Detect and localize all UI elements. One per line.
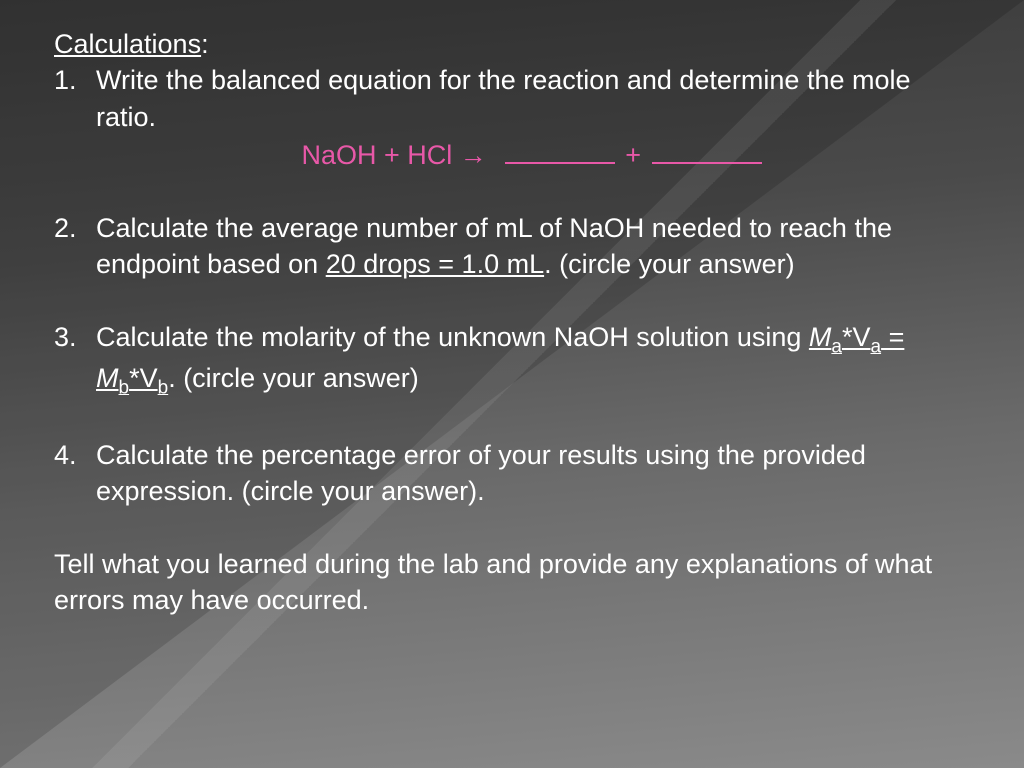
list-item-1: 1. Write the balanced equation for the r…	[54, 62, 970, 135]
formula-sub-a2: a	[871, 336, 882, 357]
formula-sub-b2: b	[158, 377, 169, 398]
list-item-2: 2. Calculate the average number of mL of…	[54, 210, 970, 283]
arrow-icon: →	[460, 140, 487, 170]
footer-text: Tell what you learned during the lab and…	[54, 546, 970, 619]
equation-plus: +	[618, 140, 649, 170]
heading-text: Calculations	[54, 29, 201, 59]
item-text: Write the balanced equation for the reac…	[96, 62, 970, 135]
blank-product-1	[505, 140, 615, 164]
chemical-equation: NaOH + HCl → +	[96, 137, 970, 173]
formula-vb: *V	[129, 363, 158, 393]
item-number: 2.	[54, 210, 96, 283]
text-before: Calculate the molarity of the unknown Na…	[96, 322, 809, 352]
item-text: Calculate the percentage error of your r…	[96, 437, 970, 510]
formula-va: *V	[842, 322, 871, 352]
formula-sub-a1: a	[831, 336, 842, 357]
item-number: 4.	[54, 437, 96, 510]
underlined-conversion: 20 drops = 1.0 mL	[326, 249, 544, 279]
slide-content: Calculations: 1. Write the balanced equa…	[0, 0, 1024, 644]
formula-ma-m: M	[809, 322, 832, 352]
heading-row: Calculations:	[54, 26, 970, 62]
blank-product-2	[652, 140, 762, 164]
item-text: Calculate the average number of mL of Na…	[96, 210, 970, 283]
list-item-4: 4. Calculate the percentage error of you…	[54, 437, 970, 510]
formula-equals: =	[881, 322, 904, 352]
reactants: NaOH + HCl	[301, 140, 459, 170]
formula-sub-b1: b	[119, 377, 130, 398]
heading-colon: :	[201, 29, 209, 59]
text-after: . (circle your answer)	[168, 363, 419, 393]
text-after: . (circle your answer)	[544, 249, 795, 279]
item-number: 3.	[54, 319, 96, 401]
list-item-3: 3. Calculate the molarity of the unknown…	[54, 319, 970, 401]
item-text: Calculate the molarity of the unknown Na…	[96, 319, 970, 401]
item-number: 1.	[54, 62, 96, 135]
formula-mb-m: M	[96, 363, 119, 393]
